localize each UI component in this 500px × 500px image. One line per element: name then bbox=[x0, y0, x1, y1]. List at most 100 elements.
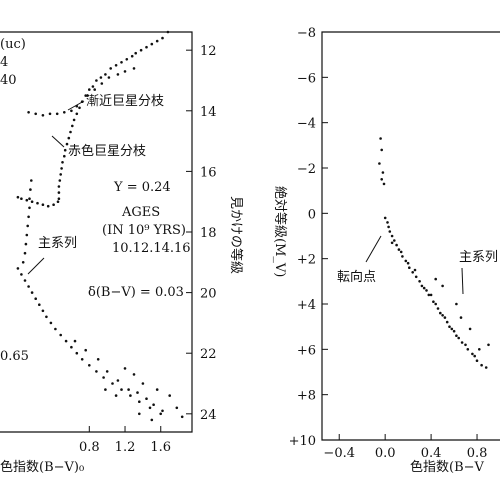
right-data-point bbox=[390, 234, 394, 238]
left-data-point bbox=[134, 51, 137, 55]
left-data-point bbox=[60, 167, 63, 170]
left-data-point bbox=[116, 73, 120, 76]
helium-fraction-label: Y = 0.24 bbox=[113, 180, 171, 195]
left-data-point bbox=[107, 76, 111, 79]
left-data-point bbox=[109, 67, 112, 70]
chart-left: 0.8 1.2 1.6 12 14 16 18 20 22 24 (uc) 4 40 0.65 漸… bbox=[0, 30, 244, 475]
left-data-point bbox=[80, 358, 84, 361]
agb-pointer bbox=[67, 100, 85, 111]
left-data-point bbox=[104, 73, 107, 76]
left-data-point bbox=[63, 154, 66, 158]
right-data-point bbox=[378, 162, 381, 165]
right-data-point bbox=[414, 275, 418, 279]
left-data-point bbox=[41, 203, 45, 206]
right-data-point bbox=[406, 261, 410, 265]
left-data-point bbox=[70, 345, 73, 349]
right-y-tick-label: −6 bbox=[297, 71, 316, 86]
left-data-point bbox=[145, 45, 148, 49]
right-data-point bbox=[379, 137, 382, 140]
left-data-point bbox=[28, 197, 31, 200]
right-data-points bbox=[378, 137, 490, 369]
left-data-point bbox=[132, 67, 136, 70]
left-data-point bbox=[88, 364, 91, 367]
left-data-point bbox=[105, 370, 109, 373]
right-data-point bbox=[441, 314, 444, 317]
right-data-point bbox=[460, 341, 464, 344]
left-data-point bbox=[52, 203, 55, 206]
left-y-axis-title: 見かけの等級 bbox=[228, 196, 244, 274]
right-data-point bbox=[445, 320, 449, 324]
left-data-point bbox=[125, 58, 129, 61]
right-data-point bbox=[487, 343, 490, 347]
left-data-point bbox=[16, 195, 20, 199]
right-data-point bbox=[455, 302, 458, 306]
right-data-point bbox=[436, 307, 440, 310]
left-data-point bbox=[24, 242, 28, 246]
right-plot-frame bbox=[321, 31, 500, 441]
left-y-tick-label: 14 bbox=[200, 105, 217, 120]
left-data-point bbox=[25, 198, 29, 202]
right-x-tick-label: 0.0 bbox=[375, 446, 396, 461]
ages-unit: (IN 10⁹ YRS) bbox=[102, 223, 186, 238]
right-y-tick-label: +8 bbox=[297, 389, 316, 404]
left-data-point bbox=[25, 233, 29, 237]
left-data-point bbox=[23, 279, 27, 282]
right-data-point bbox=[395, 243, 398, 247]
left-x-axis-title: 色指数(B−V)₀ bbox=[0, 459, 84, 475]
left-data-point bbox=[21, 261, 25, 264]
chart-right: −0.4 0.0 0.4 0.8 −8 −6 −4 −2 0 +2 +4 +6 +8 +10 転向点 主系… bbox=[272, 26, 500, 475]
right-data-point bbox=[411, 271, 415, 274]
left-data-point bbox=[75, 351, 79, 355]
left-data-point bbox=[138, 412, 141, 416]
right-y-tick-label: −2 bbox=[297, 162, 316, 177]
left-data-point bbox=[49, 321, 53, 325]
left-data-point bbox=[73, 339, 77, 343]
left-data-point bbox=[95, 79, 98, 82]
left-data-points bbox=[16, 30, 184, 422]
right-data-point bbox=[464, 343, 467, 347]
left-data-point bbox=[93, 88, 96, 91]
right-data-point bbox=[459, 316, 463, 319]
left-data-point bbox=[114, 64, 118, 67]
left-data-point bbox=[59, 173, 62, 176]
left-data-point bbox=[111, 382, 114, 385]
right-data-point bbox=[399, 250, 403, 254]
left-data-point bbox=[141, 382, 145, 385]
left-data-point bbox=[78, 106, 81, 110]
rgb-pointer bbox=[51, 135, 65, 148]
right-data-point bbox=[425, 289, 428, 292]
left-data-point bbox=[175, 406, 179, 410]
right-data-point bbox=[466, 348, 470, 351]
right-data-point bbox=[439, 311, 442, 315]
left-data-point bbox=[63, 111, 66, 114]
right-data-point bbox=[387, 225, 390, 229]
right-y-tick-label: +10 bbox=[289, 434, 316, 449]
right-data-point bbox=[393, 239, 396, 242]
left-data-point bbox=[95, 370, 98, 373]
right-data-point bbox=[478, 348, 481, 351]
left-data-point bbox=[138, 400, 141, 404]
right-data-point bbox=[408, 266, 411, 270]
right-y-tick-label: −4 bbox=[297, 117, 316, 132]
left-data-point bbox=[28, 206, 31, 210]
left-data-point bbox=[123, 367, 127, 370]
left-data-point bbox=[123, 70, 127, 73]
right-data-point bbox=[480, 363, 483, 367]
left-data-point bbox=[145, 397, 148, 401]
left-data-point bbox=[132, 373, 136, 376]
left-y-tick-label: 22 bbox=[200, 347, 217, 362]
left-data-point bbox=[86, 94, 89, 97]
left-data-point bbox=[75, 112, 79, 116]
right-data-point bbox=[383, 216, 387, 220]
left-data-point bbox=[70, 109, 73, 113]
left-data-point bbox=[114, 394, 118, 397]
ages-heading: AGES bbox=[121, 205, 160, 220]
agb-annotation: 漸近巨星分枝 bbox=[86, 94, 164, 109]
right-data-point bbox=[413, 268, 417, 272]
left-data-point bbox=[56, 200, 60, 203]
left-data-point bbox=[150, 42, 154, 46]
right-data-point bbox=[422, 286, 426, 290]
left-data-point bbox=[127, 388, 130, 391]
ms-annotation-left: 主系列 bbox=[38, 236, 77, 251]
